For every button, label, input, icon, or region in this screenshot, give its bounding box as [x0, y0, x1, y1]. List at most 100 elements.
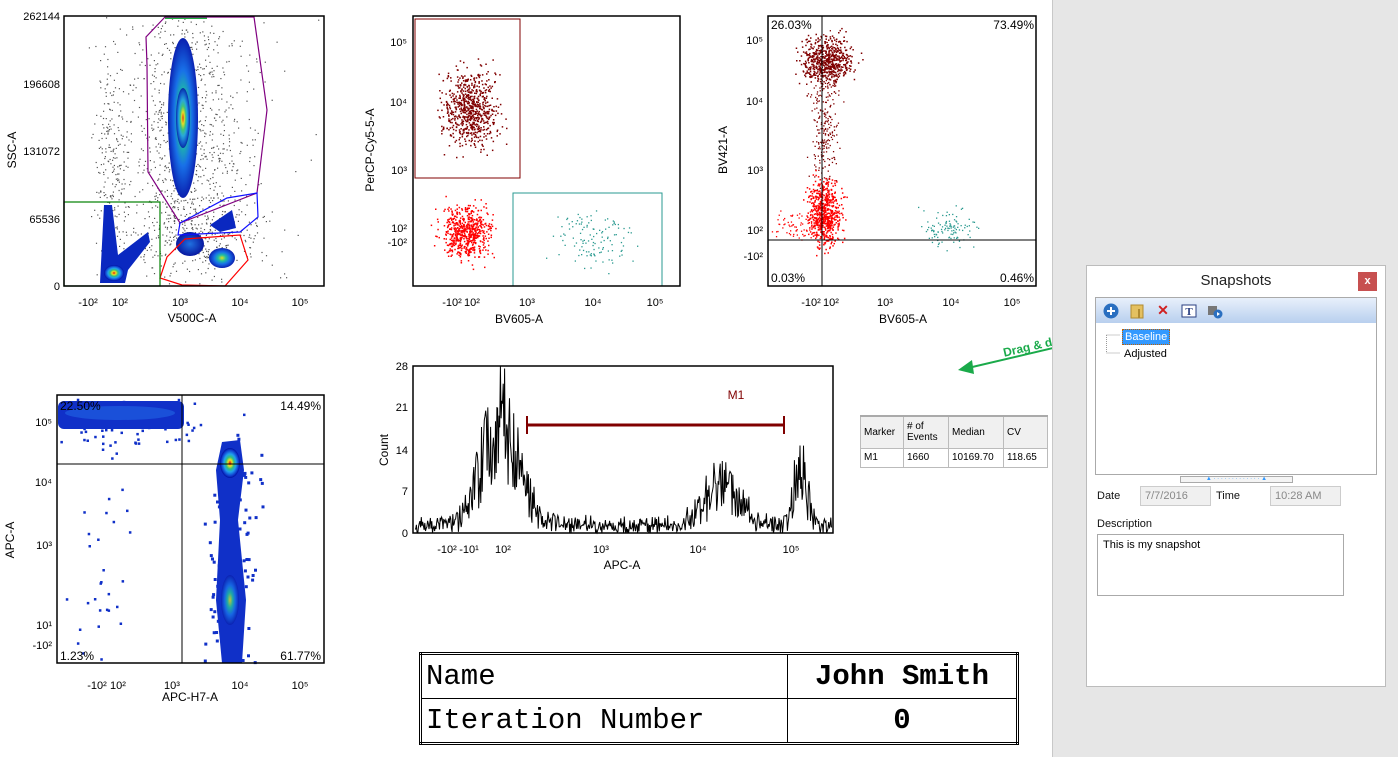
event-dot — [182, 262, 184, 264]
event-dot — [822, 217, 825, 220]
event-dot — [466, 239, 468, 242]
event-dot — [976, 226, 978, 228]
event-dot — [825, 234, 827, 236]
event-dot — [819, 63, 822, 65]
event-dot — [106, 126, 108, 128]
plot-bv421-bv605[interactable]: 26.03% 73.49% 0.03% 0.46% 10⁵ 10⁴ 10³ 10… — [716, 15, 1037, 326]
header-cv: CV — [1003, 415, 1048, 449]
event-dot — [211, 219, 213, 221]
y-tick: 10⁴ — [35, 477, 52, 489]
svg-text:T: T — [1185, 306, 1193, 318]
event-dot — [142, 25, 144, 27]
event-dot — [236, 172, 238, 175]
event-dot — [466, 90, 469, 92]
plot-apc-apch7[interactable]: 22.50% 14.49% 1.23% 61.77% 10⁵ 10⁴ 10³ 1… — [3, 394, 325, 704]
event-dot — [459, 237, 461, 239]
y-axis-label: PerCP-Cy5-5-A — [363, 108, 377, 191]
event-dot — [607, 236, 609, 238]
plot-percp-bv605[interactable]: 10⁵ 10⁴ 10³ 10² -10² -10² 10² 10³ 10⁴ 10… — [363, 15, 681, 326]
event-dot — [457, 245, 460, 247]
description-textarea[interactable]: This is my snapshot — [1097, 534, 1344, 596]
event-dot — [828, 115, 831, 117]
folder-icon[interactable] — [1129, 303, 1145, 319]
event-dot — [107, 103, 109, 105]
delete-icon[interactable]: ✕ — [1157, 302, 1169, 318]
time-field[interactable]: 10:28 AM — [1270, 486, 1341, 506]
population-lymph-ridge — [100, 205, 150, 283]
snapshot-item-baseline[interactable]: Baseline — [1122, 329, 1171, 345]
event-dot — [448, 206, 450, 209]
event-dot — [113, 168, 115, 170]
date-field[interactable]: 7/7/2016 — [1140, 486, 1211, 506]
event-dot — [580, 223, 582, 225]
event-dot — [258, 184, 260, 186]
event-dot — [815, 57, 817, 60]
event-dot — [822, 232, 824, 235]
event-dot — [784, 223, 786, 225]
event-dot — [798, 82, 801, 85]
event-dot — [818, 219, 821, 222]
event-dot — [464, 227, 466, 230]
marker-m1[interactable]: M1 — [526, 388, 785, 434]
event-dot — [110, 195, 112, 197]
event-dot — [466, 86, 469, 88]
event-dot — [817, 204, 819, 207]
event-dot — [820, 229, 823, 231]
event-dot — [220, 133, 222, 135]
event-dot — [827, 61, 829, 63]
event-dot — [825, 248, 827, 251]
panel-splitter[interactable]: ▲ · · · · · · · · · · · · · ▲ — [1180, 476, 1293, 483]
text-icon[interactable]: T — [1181, 303, 1197, 319]
event-dot — [827, 44, 829, 46]
event-dot — [814, 145, 816, 147]
event-dot — [824, 199, 827, 202]
event-dot — [488, 90, 490, 92]
event-dot — [825, 128, 827, 130]
event-dot — [819, 214, 821, 216]
event-dot — [159, 157, 161, 159]
event-dot — [126, 151, 128, 153]
event-dot — [112, 149, 114, 151]
event-dot — [819, 132, 821, 134]
event-dot — [612, 224, 614, 226]
event-dot — [474, 227, 477, 230]
event-dot — [113, 148, 115, 150]
event-dot — [493, 256, 495, 259]
plot-frame — [767, 15, 1037, 287]
event-dot — [835, 53, 837, 56]
event-dot — [935, 234, 937, 236]
event-dot — [481, 223, 483, 225]
event-dot — [835, 43, 837, 46]
event-dot — [121, 488, 124, 492]
event-dot — [464, 98, 466, 101]
event-dot — [234, 190, 236, 192]
event-dot — [447, 208, 449, 210]
event-dot — [456, 212, 458, 215]
add-icon[interactable] — [1103, 303, 1119, 319]
play-snapshot-icon[interactable] — [1207, 303, 1223, 319]
event-dot — [171, 18, 174, 20]
event-dot — [204, 120, 206, 122]
event-dot — [835, 200, 838, 202]
event-dot — [149, 147, 151, 149]
event-dot — [160, 111, 162, 113]
event-dot — [249, 234, 251, 236]
snapshot-tree[interactable]: ✕ T Baseline Adjusted — [1095, 297, 1377, 475]
event-dot — [129, 84, 131, 86]
event-dot — [824, 203, 826, 205]
event-dot — [138, 42, 140, 44]
event-dot — [150, 249, 152, 251]
event-dot — [447, 244, 450, 247]
event-dot — [163, 222, 166, 224]
event-dot — [827, 54, 829, 56]
histogram-apc[interactable]: M1 28 21 14 7 0 -10² -10¹ 10² 10³ 10⁴ 10… — [377, 361, 834, 572]
close-button[interactable]: x — [1358, 272, 1377, 291]
event-dot — [804, 63, 806, 65]
event-dot — [234, 118, 236, 120]
plot-ssc-v500c[interactable]: 262144 196608 131072 65536 0 -10² 10² 10… — [5, 11, 325, 325]
event-dot — [216, 194, 218, 196]
event-dot — [237, 437, 241, 441]
event-dot — [105, 151, 107, 153]
snapshot-item-adjusted[interactable]: Adjusted — [1124, 348, 1167, 360]
event-dot — [835, 180, 838, 182]
